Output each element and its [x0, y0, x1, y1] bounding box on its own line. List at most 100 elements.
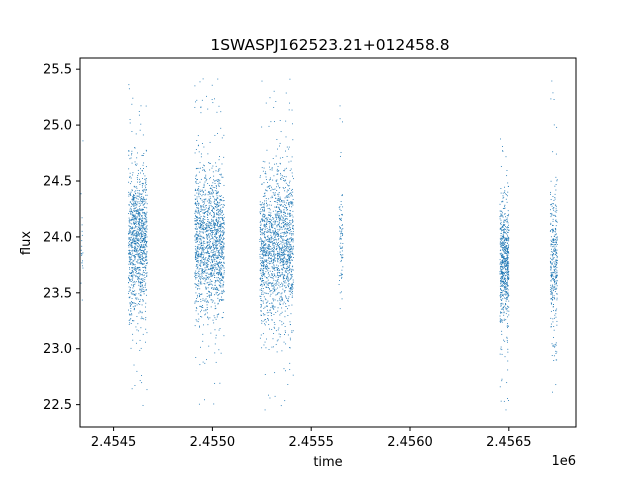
data-point [263, 195, 265, 197]
data-point [197, 255, 199, 257]
data-point [502, 242, 504, 244]
data-point [131, 261, 133, 263]
data-point [278, 255, 280, 257]
data-point [202, 227, 204, 229]
data-point [201, 269, 203, 271]
data-point [282, 255, 284, 257]
data-point [284, 180, 286, 182]
data-point [210, 247, 212, 249]
data-point [143, 168, 144, 169]
data-point [285, 282, 287, 284]
data-point [279, 269, 281, 271]
data-point [265, 224, 267, 226]
data-point [140, 279, 142, 281]
data-point [210, 230, 212, 232]
data-point [145, 254, 147, 256]
data-point [286, 243, 288, 245]
data-point [272, 267, 274, 269]
data-point [276, 258, 278, 260]
data-point [282, 275, 284, 277]
data-point [500, 238, 502, 240]
data-point [136, 253, 138, 255]
data-point [259, 229, 261, 231]
data-point [222, 234, 224, 236]
data-point [267, 262, 269, 264]
data-point [260, 304, 262, 305]
data-point [273, 254, 275, 256]
data-point [220, 217, 222, 219]
data-point [281, 226, 282, 228]
data-point [145, 256, 147, 258]
data-point [267, 266, 269, 268]
data-point [281, 273, 283, 275]
data-point [501, 260, 503, 262]
data-point [505, 245, 507, 246]
data-point [259, 253, 261, 255]
data-point [142, 271, 144, 273]
data-point [140, 291, 142, 293]
data-point [220, 246, 222, 248]
data-point [209, 281, 211, 283]
data-point [138, 257, 140, 259]
data-point [263, 226, 265, 228]
data-point [211, 99, 213, 101]
data-point [134, 241, 136, 243]
data-point [136, 181, 138, 183]
data-point [268, 227, 270, 229]
data-point [199, 227, 201, 229]
data-point [284, 203, 286, 205]
data-point [276, 249, 278, 251]
data-point [212, 233, 214, 235]
data-point [133, 203, 135, 205]
data-point [339, 226, 341, 228]
data-point [222, 246, 224, 248]
data-point [260, 310, 262, 312]
data-point [212, 192, 214, 194]
data-point [209, 245, 211, 247]
data-point [505, 267, 507, 269]
data-point [285, 271, 287, 273]
data-point [201, 249, 203, 251]
data-point [140, 232, 142, 234]
data-point [207, 211, 209, 213]
data-point [286, 266, 288, 268]
data-point [222, 200, 224, 202]
data-point [273, 265, 275, 267]
data-point [213, 196, 215, 198]
data-point [264, 306, 266, 308]
data-point [289, 102, 291, 104]
data-point [276, 189, 278, 191]
data-point [274, 268, 275, 270]
data-point [266, 261, 267, 263]
data-point [503, 262, 505, 264]
data-point [214, 226, 215, 228]
data-point [260, 268, 262, 270]
data-point [195, 223, 197, 225]
data-point [212, 249, 214, 251]
data-point [196, 201, 198, 203]
data-point [275, 229, 277, 231]
data-point [213, 179, 214, 181]
data-point [271, 250, 273, 252]
data-point [208, 233, 210, 235]
data-point [290, 202, 292, 204]
data-point [198, 248, 200, 250]
data-point [290, 284, 292, 286]
data-point [270, 307, 272, 309]
data-point [139, 181, 141, 183]
data-point [140, 193, 141, 195]
data-point [503, 282, 505, 284]
data-point [499, 263, 501, 265]
data-point [274, 327, 276, 329]
data-point [261, 276, 263, 277]
data-point [504, 204, 506, 206]
data-point [264, 323, 265, 325]
data-point [289, 244, 291, 246]
data-point [263, 283, 265, 285]
data-point [342, 235, 343, 236]
data-point [215, 260, 217, 262]
data-point [206, 269, 208, 271]
data-point [222, 265, 224, 267]
data-point [501, 246, 503, 248]
data-point [278, 206, 280, 208]
